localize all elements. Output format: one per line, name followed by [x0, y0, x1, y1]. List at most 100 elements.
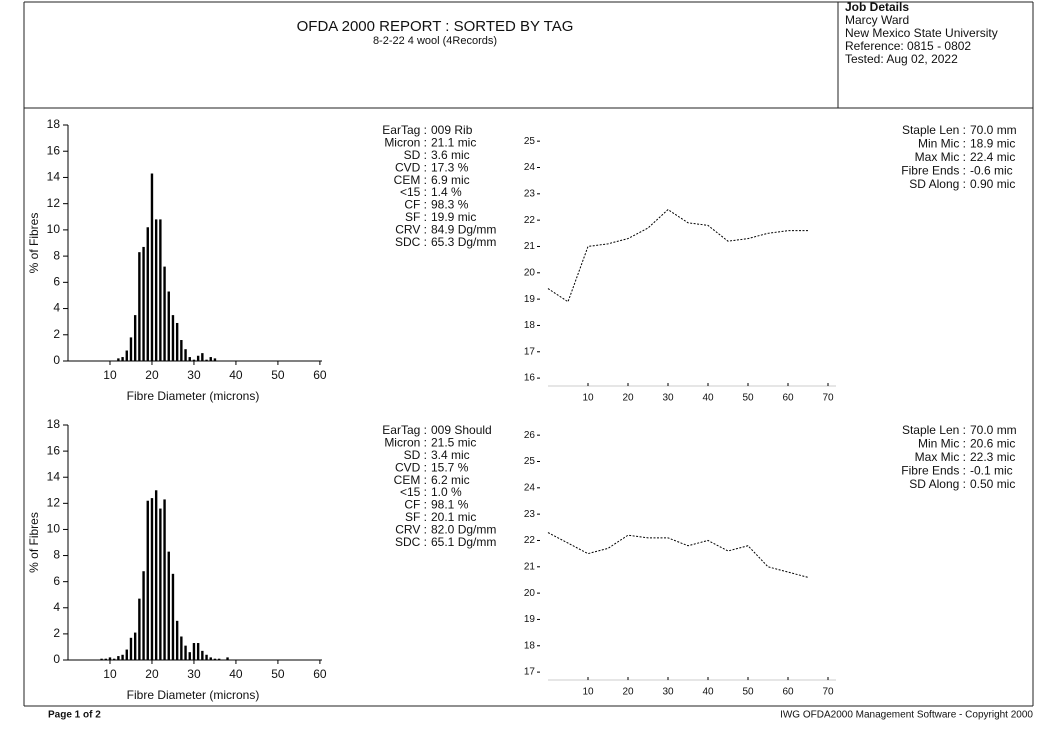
- stat-label: CEM :: [394, 173, 427, 187]
- x-tick-label: 60: [782, 687, 794, 698]
- report-title: OFDA 2000 REPORT : SORTED BY TAG: [297, 18, 574, 35]
- stat-label: Micron :: [384, 436, 427, 450]
- y-tick-label: 2: [53, 626, 60, 640]
- stat-value: 3.6 mic: [431, 148, 470, 162]
- histogram-bar: [104, 658, 107, 660]
- y-tick-label: 18: [47, 117, 61, 131]
- stat-value: 20.1 mic: [431, 510, 476, 524]
- x-tick-label: 20: [622, 393, 634, 404]
- stat-value: 6.9 mic: [431, 173, 470, 187]
- histogram-bar: [150, 498, 154, 660]
- histogram-bar: [175, 620, 179, 660]
- stat-value: 21.1 mic: [431, 136, 476, 150]
- histogram-bar: [133, 632, 137, 660]
- y-tick-label: 21: [524, 241, 536, 252]
- stat-value: 65.1 Dg/mm: [431, 535, 496, 549]
- x-tick-label: 40: [702, 687, 714, 698]
- x-tick-label: 30: [662, 687, 674, 698]
- job-details-line: New Mexico State University: [845, 26, 998, 40]
- x-tick-label: 10: [582, 687, 594, 698]
- histogram-bar: [138, 252, 141, 361]
- stat-value: 65.3 Dg/mm: [431, 235, 496, 249]
- histogram-bar: [167, 291, 170, 361]
- histogram-bar: [159, 219, 162, 361]
- x-tick-label: 60: [313, 667, 327, 681]
- stat-value: 82.0 Dg/mm: [431, 522, 496, 536]
- histogram-bar: [171, 573, 175, 660]
- y-tick-label: 6: [53, 275, 60, 289]
- histogram-bar: [192, 359, 196, 361]
- stat-value: 19.9 mic: [431, 210, 476, 224]
- summary-label: Staple Len :: [902, 123, 966, 137]
- histogram-bar: [167, 551, 170, 660]
- x-tick-label: 10: [103, 667, 117, 681]
- summary-label: Max Mic :: [915, 450, 966, 464]
- y-tick-label: 18: [47, 417, 61, 431]
- y-tick-label: 17: [524, 667, 536, 678]
- x-tick-label: 60: [782, 393, 794, 404]
- stat-value: 21.5 mic: [431, 436, 476, 450]
- histogram-bar: [142, 246, 145, 361]
- histogram-bar: [180, 340, 183, 361]
- y-tick-label: 16: [524, 373, 536, 384]
- histogram-bar: [129, 637, 133, 660]
- histogram-bar: [138, 598, 141, 660]
- stat-value: 98.1 %: [431, 498, 469, 512]
- histogram-bar: [209, 357, 212, 361]
- summary-label: SD Along :: [909, 477, 966, 491]
- y-tick-label: 18: [524, 320, 536, 331]
- stat-label: SD :: [404, 148, 427, 162]
- histogram-bar: [209, 657, 212, 660]
- stat-value: 15.7 %: [431, 460, 469, 474]
- histogram-bar: [121, 654, 124, 660]
- x-tick-label: 50: [271, 368, 285, 382]
- y-axis-label: % of Fibres: [27, 512, 41, 573]
- stat-label: <15 :: [400, 185, 427, 199]
- stat-value: 1.4 %: [431, 185, 462, 199]
- stat-label: <15 :: [400, 485, 427, 499]
- histogram-bar: [146, 500, 149, 660]
- summary-value: 70.0 mm: [970, 123, 1017, 137]
- y-tick-label: 24: [524, 482, 536, 493]
- x-tick-label: 20: [145, 368, 159, 382]
- diameter-profile: [547, 208, 808, 303]
- y-tick-label: 23: [524, 509, 536, 520]
- stat-label: EarTag :: [382, 123, 427, 137]
- stat-value: 84.9 Dg/mm: [431, 222, 496, 236]
- summary-value: 22.3 mic: [970, 450, 1015, 464]
- y-tick-label: 22: [524, 535, 536, 546]
- stat-label: CRV :: [395, 222, 427, 236]
- stat-label: CEM :: [394, 473, 427, 487]
- y-tick-label: 19: [524, 294, 536, 305]
- histogram-bar: [121, 357, 124, 361]
- histogram-bar: [125, 649, 128, 660]
- stat-label: CF :: [404, 198, 427, 212]
- x-tick-label: 10: [582, 393, 594, 404]
- summary-value: 20.6 mic: [970, 437, 1015, 451]
- histogram-bar: [100, 658, 103, 660]
- summary-label: Fibre Ends :: [901, 463, 966, 477]
- y-tick-label: 12: [47, 196, 61, 210]
- y-tick-label: 0: [53, 353, 60, 367]
- x-tick-label: 30: [187, 667, 201, 681]
- stat-label: SF :: [405, 510, 427, 524]
- footer-right: IWG OFDA2000 Management Software - Copyr…: [780, 710, 1033, 721]
- report-subtitle: 8-2-22 4 wool (4Records): [373, 35, 497, 47]
- y-tick-label: 22: [524, 215, 536, 226]
- histogram-bar: [154, 490, 158, 660]
- y-tick-label: 25: [524, 136, 536, 147]
- histogram-bar: [196, 355, 200, 361]
- histogram-bar: [163, 499, 166, 660]
- stat-label: CVD :: [395, 160, 427, 174]
- histogram-bar: [201, 353, 204, 361]
- x-tick-label: 20: [145, 667, 159, 681]
- histogram-bar: [226, 657, 229, 660]
- y-tick-label: 20: [524, 267, 536, 278]
- histogram-bar: [159, 508, 162, 660]
- histogram-bar: [133, 315, 137, 361]
- stat-label: SDC :: [395, 235, 427, 249]
- histogram-bar: [192, 643, 196, 660]
- histogram-bar: [184, 349, 187, 361]
- histogram-bar: [129, 337, 133, 361]
- stat-value: 17.3 %: [431, 160, 469, 174]
